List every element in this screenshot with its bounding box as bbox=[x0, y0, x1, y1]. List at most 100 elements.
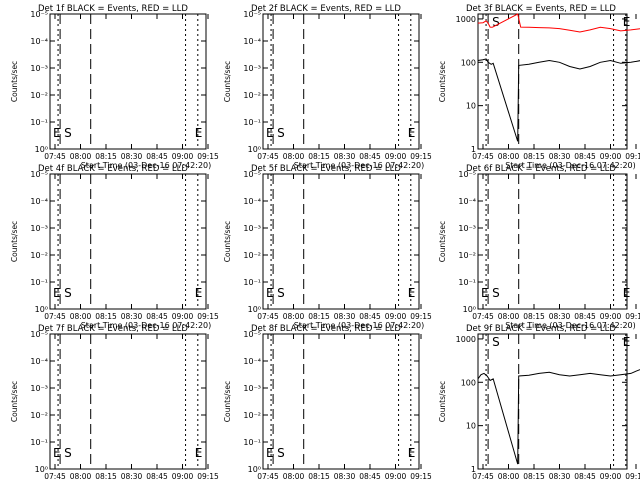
y-tick-label: 10⁰ bbox=[35, 465, 48, 474]
series-line bbox=[477, 58, 640, 142]
plot-frame bbox=[477, 333, 628, 470]
marker-label: E bbox=[623, 15, 631, 29]
y-tick-label: 10⁻³ bbox=[243, 384, 261, 393]
x-tick-label: 09:15 bbox=[410, 152, 432, 161]
x-tick-label: 08:15 bbox=[308, 152, 330, 161]
y-tick-label: 10⁻⁴ bbox=[30, 197, 48, 206]
y-axis-label: Counts/sec bbox=[438, 381, 447, 422]
x-tick-label: 09:15 bbox=[197, 152, 219, 161]
plot-frame bbox=[49, 333, 207, 470]
y-tick-label: 10⁻² bbox=[30, 91, 48, 100]
x-tick-label: 08:30 bbox=[549, 472, 571, 480]
x-tick-label: 09:00 bbox=[172, 472, 194, 480]
marker-label: E bbox=[266, 126, 274, 140]
panel-det-6: Det 6f BLACK = Events, RED = LLD 10⁰ 10⁻¹ 1… bbox=[438, 164, 640, 330]
panel-det-4: Det 4f BLACK = Events, RED = LLD 10⁰ 10⁻¹ 1… bbox=[10, 164, 219, 330]
x-tick-label: 08:00 bbox=[283, 472, 305, 480]
x-tick-label: 08:00 bbox=[283, 152, 305, 161]
y-tick-label: 10⁻⁴ bbox=[30, 357, 48, 366]
y-tick-label: 10⁻¹ bbox=[243, 278, 261, 287]
y-tick-label: 10⁰ bbox=[35, 145, 48, 154]
marker-label: E bbox=[408, 286, 416, 300]
y-tick-label: 10⁻⁴ bbox=[458, 197, 476, 206]
x-tick-label: 08:00 bbox=[70, 312, 92, 321]
x-tick-label: 09:00 bbox=[600, 152, 622, 161]
x-tick-label: 07:45 bbox=[44, 152, 66, 161]
x-axis-label: Start Time (03-Dec-16 07:42:20) bbox=[81, 161, 212, 170]
y-axis-label: Counts/sec bbox=[223, 381, 232, 422]
y-tick-label: 10⁻³ bbox=[243, 64, 261, 73]
panel-title: Det 7f BLACK = Events, RED = LLD bbox=[38, 324, 188, 334]
y-tick-label: 1000 bbox=[456, 15, 476, 24]
y-tick-label: 10 bbox=[466, 102, 476, 111]
y-tick-label: 10⁻¹ bbox=[30, 278, 48, 287]
y-tick-label: 10⁻⁴ bbox=[30, 37, 48, 46]
x-tick-label: 09:00 bbox=[600, 472, 622, 480]
x-tick-label: 08:00 bbox=[70, 472, 92, 480]
x-tick-label: 09:00 bbox=[385, 472, 407, 480]
x-tick-label: 09:15 bbox=[625, 312, 640, 321]
panel-title: Det 9f BLACK = Events, RED = LLD bbox=[466, 324, 616, 334]
y-tick-label: 10⁻³ bbox=[30, 64, 48, 73]
x-tick-label: 08:00 bbox=[70, 152, 92, 161]
y-axis-label: Counts/sec bbox=[223, 61, 232, 102]
panel-title: Det 5f BLACK = Events, RED = LLD bbox=[251, 164, 401, 174]
panel-title: Det 4f BLACK = Events, RED = LLD bbox=[38, 164, 188, 174]
x-tick-label: 08:30 bbox=[334, 472, 356, 480]
y-axis-label: Counts/sec bbox=[438, 221, 447, 262]
plot-frame bbox=[477, 173, 628, 310]
y-tick-label: 10⁻³ bbox=[30, 384, 48, 393]
y-tick-label: 1 bbox=[471, 465, 476, 474]
x-tick-label: 08:15 bbox=[95, 152, 117, 161]
y-tick-label: 10⁻² bbox=[30, 411, 48, 420]
marker-label: E bbox=[408, 446, 416, 460]
x-tick-label: 09:15 bbox=[410, 472, 432, 480]
x-tick-label: 09:15 bbox=[625, 152, 640, 161]
x-tick-label: 08:45 bbox=[359, 152, 381, 161]
x-tick-label: 08:15 bbox=[308, 312, 330, 321]
plot-frame bbox=[262, 13, 420, 150]
marker-label: S bbox=[64, 126, 72, 140]
x-tick-label: 08:45 bbox=[359, 472, 381, 480]
y-tick-label: 10⁻⁴ bbox=[243, 197, 261, 206]
marker-label: E bbox=[266, 286, 274, 300]
x-tick-label: 08:15 bbox=[523, 472, 545, 480]
x-tick-label: 08:30 bbox=[121, 472, 143, 480]
y-tick-label: 10⁻¹ bbox=[243, 118, 261, 127]
y-tick-label: 10⁻⁵ bbox=[30, 170, 48, 179]
series-line bbox=[477, 369, 640, 465]
x-tick-label: 09:15 bbox=[197, 472, 219, 480]
y-tick-label: 10⁰ bbox=[35, 305, 48, 314]
panel-det-7: Det 7f BLACK = Events, RED = LLD 10⁰ 10⁻¹ 1… bbox=[10, 324, 219, 480]
panel-det-5: Det 5f BLACK = Events, RED = LLD 10⁰ 10⁻¹ 1… bbox=[223, 164, 432, 330]
marker-label: S bbox=[277, 286, 285, 300]
y-tick-label: 100 bbox=[461, 58, 476, 67]
x-tick-label: 09:00 bbox=[385, 152, 407, 161]
x-tick-label: 07:45 bbox=[257, 472, 279, 480]
y-tick-label: 10⁻⁵ bbox=[30, 10, 48, 19]
panel-title: Det 3f BLACK = Events, RED = LLD bbox=[466, 4, 616, 14]
marker-label: E bbox=[195, 446, 203, 460]
y-tick-label: 10⁻² bbox=[458, 251, 476, 260]
y-tick-label: 10⁻² bbox=[243, 91, 261, 100]
y-tick-label: 10⁰ bbox=[248, 145, 261, 154]
marker-label: E bbox=[53, 286, 61, 300]
y-tick-label: 10⁻³ bbox=[243, 224, 261, 233]
panel-title: Det 1f BLACK = Events, RED = LLD bbox=[38, 4, 188, 14]
x-tick-label: 08:45 bbox=[146, 312, 168, 321]
marker-label: E bbox=[481, 286, 489, 300]
marker-label: S bbox=[64, 446, 72, 460]
y-tick-label: 10⁻⁵ bbox=[243, 10, 261, 19]
panel-det-2: Det 2f BLACK = Events, RED = LLD 10⁰ 10⁻¹ 1… bbox=[223, 4, 432, 170]
panel-det-1: Det 1f BLACK = Events, RED = LLD 10⁰ 10⁻¹ 1… bbox=[10, 4, 219, 170]
panel-title: Det 8f BLACK = Events, RED = LLD bbox=[251, 324, 401, 334]
marker-label: E bbox=[53, 126, 61, 140]
y-tick-label: 10⁻² bbox=[30, 251, 48, 260]
y-axis-label: Counts/sec bbox=[10, 221, 19, 262]
x-tick-label: 09:00 bbox=[172, 312, 194, 321]
x-tick-label: 08:15 bbox=[523, 152, 545, 161]
x-tick-label: 08:00 bbox=[498, 312, 520, 321]
y-tick-label: 10⁻² bbox=[243, 251, 261, 260]
x-tick-label: 08:15 bbox=[308, 472, 330, 480]
